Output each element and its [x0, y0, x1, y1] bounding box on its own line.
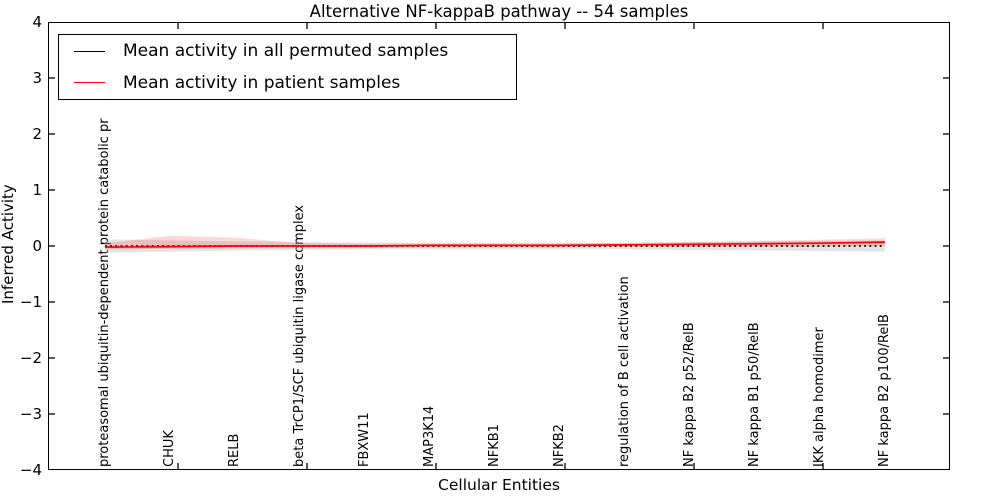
y-tick-label: 2 [32, 125, 42, 143]
y-tick-label: −1 [19, 293, 42, 311]
y-tick-label: −2 [19, 349, 42, 367]
legend-line-sample-red [74, 82, 105, 84]
y-tick-label: 3 [32, 69, 42, 87]
legend-label: Mean activity in patient samples [123, 72, 401, 93]
legend-box: Mean activity in all permuted samples Me… [58, 34, 517, 100]
y-tick-label: 1 [32, 181, 42, 199]
chart-title: Alternative NF-kappaB pathway -- 54 samp… [309, 2, 689, 21]
legend-entry-permuted: Mean activity in all permuted samples [74, 36, 516, 66]
y-tick-label: −3 [19, 405, 42, 423]
series-line-patient [104, 241, 886, 248]
plot-area-svg [49, 22, 949, 470]
legend-label: Mean activity in all permuted samples [123, 41, 449, 62]
y-axis-title: Inferred Activity [0, 184, 17, 304]
y-tick-label: 0 [32, 237, 42, 255]
y-tick-label: −4 [19, 461, 42, 479]
legend-entry-patient: Mean activity in patient samples [74, 68, 516, 98]
x-axis-title: Cellular Entities [438, 476, 560, 494]
y-tick-label: 4 [32, 13, 42, 31]
legend-line-sample-black [74, 50, 105, 52]
